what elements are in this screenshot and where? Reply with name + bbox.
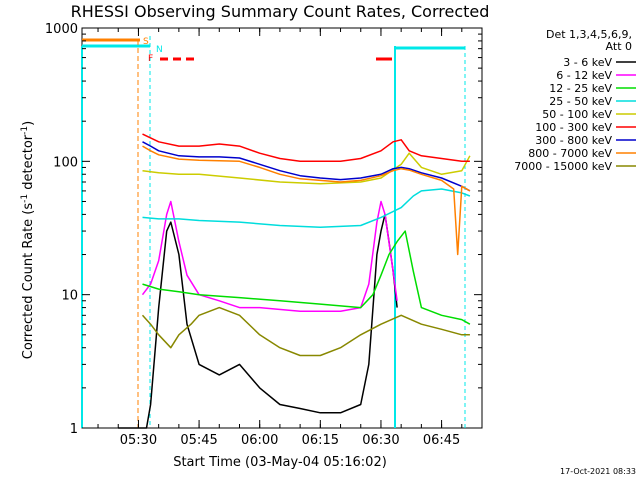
legend-label-6: 300 - 800 keV [535, 134, 612, 147]
series-line-8 [141, 306, 470, 357]
y-label-prefix: Corrected Count Rate (s [21, 203, 36, 360]
legend-label-3: 25 - 50 keV [549, 95, 612, 108]
flag-label-n: N [156, 45, 163, 55]
series-line-1 [141, 200, 398, 313]
y-tick-label: 10 [61, 289, 78, 304]
legend-header-1: Det 1,3,4,5,6,9, [546, 28, 632, 41]
y-tick-label: 1 [70, 422, 78, 437]
legend-label-4: 50 - 100 keV [542, 108, 612, 121]
legend-label-8: 7000 - 15000 keV [514, 160, 612, 173]
y-label-suffix: ) [21, 121, 36, 126]
x-tick-label: 06:00 [241, 433, 278, 448]
chart-title: RHESSI Observing Summary Count Rates, Co… [71, 2, 490, 21]
flag-label-f: F [148, 54, 153, 64]
x-tick-label: 06:15 [302, 433, 339, 448]
y-label-sup2: -1 [20, 126, 30, 135]
y-axis-label: Corrected Count Rate (s-1 detector-1) [20, 121, 36, 359]
legend-label-7: 800 - 7000 keV [528, 147, 612, 160]
legend-label-2: 12 - 25 keV [549, 82, 612, 95]
footer-date: 17-Oct-2021 08:33 [560, 467, 636, 476]
series-line-0 [118, 213, 398, 429]
x-axis-label: Start Time (03-May-04 05:16:02) [173, 455, 387, 470]
legend-header-2: Att 0 [606, 40, 632, 53]
series-line-5 [142, 133, 470, 163]
x-tick-label: 05:30 [120, 433, 157, 448]
series-line-2 [142, 230, 471, 325]
series-line-3 [142, 188, 471, 229]
axes: 1 10 100 1000 05:30 05:45 06:00 06:15 06:30 06:45 [45, 22, 483, 448]
y-label-mid: detector [21, 134, 36, 194]
y-label-sup1: -1 [20, 194, 30, 203]
series-line-7 [142, 145, 471, 256]
x-tick-label: 06:45 [423, 433, 460, 448]
legend-label-5: 100 - 300 keV [535, 121, 612, 134]
y-tick-label: 1000 [45, 22, 78, 37]
legend-label-1: 6 - 12 keV [556, 69, 612, 82]
series-line-4 [142, 152, 471, 185]
y-tick-label: 100 [53, 155, 78, 170]
series-line-6 [142, 141, 471, 192]
series-lines [118, 133, 471, 429]
flag-label-s: S [143, 37, 149, 47]
legend-label-0: 3 - 6 keV [563, 56, 612, 69]
x-tick-label: 05:45 [180, 433, 217, 448]
x-tick-label: 06:30 [362, 433, 399, 448]
